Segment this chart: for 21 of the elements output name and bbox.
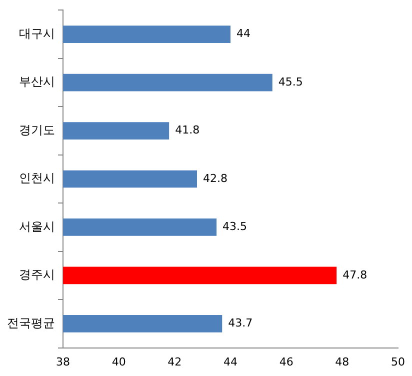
data-label: 43.7 [228, 316, 253, 330]
x-tick-label: 50 [391, 355, 405, 368]
x-tick-label: 38 [56, 355, 70, 368]
y-tick-label: 경기도 [19, 122, 55, 137]
data-label: 47.8 [342, 268, 368, 282]
y-tick-label: 대구시 [19, 26, 55, 40]
y-tick-label: 부산시 [19, 74, 55, 89]
data-label: 41.8 [175, 124, 200, 137]
y-tick-label: 경주시 [19, 268, 55, 282]
x-tick-label: 46 [279, 355, 294, 368]
data-label: 43.5 [222, 220, 248, 234]
x-tick-label: 48 [335, 355, 350, 368]
y-tick-label: 인천시 [19, 171, 55, 186]
data-label: 42.8 [203, 172, 228, 185]
y-tick-label: 서울시 [19, 219, 55, 234]
data-label: 44 [236, 27, 250, 40]
data-label: 45.5 [278, 75, 303, 88]
x-tick-label: 40 [112, 355, 126, 368]
x-tick-label: 42 [168, 355, 182, 368]
x-tick-label: 44 [224, 355, 238, 368]
y-tick-label: 전국평균 [7, 316, 55, 330]
